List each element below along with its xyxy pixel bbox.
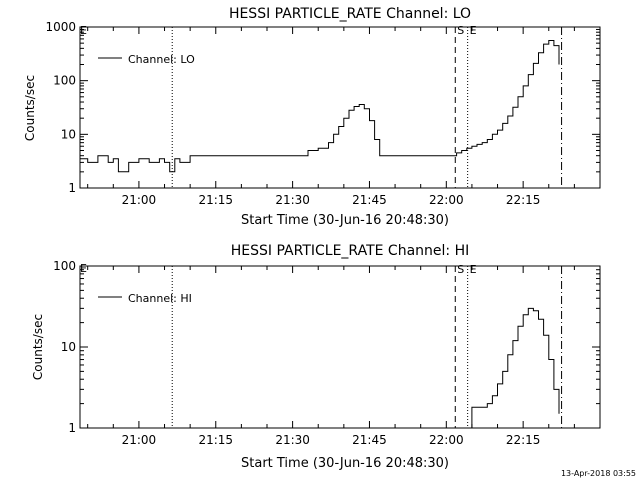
panel-lo-xtick-label: 22:00 <box>429 193 464 207</box>
panel-lo-series-line <box>80 40 560 173</box>
panel-hi-xtick-label: 21:45 <box>352 433 387 447</box>
panel-hi-corner-label: E <box>80 262 87 275</box>
panel-hi-xtick-label: 21:00 <box>122 433 157 447</box>
panel-hi-ytick-label: 10 <box>61 340 76 354</box>
footer-timestamp: 13-Apr-2018 03:55 <box>561 469 636 478</box>
panel-lo-xtick-label: 22:15 <box>506 193 541 207</box>
panel-lo-frame <box>79 26 601 189</box>
panel-hi-marker-label: E <box>470 263 477 276</box>
panel-hi-xtick-label: 21:30 <box>275 433 310 447</box>
panel-hi-ylabel: Counts/sec <box>31 314 45 380</box>
panel-lo-ytick-label: 10 <box>61 127 76 141</box>
panel-lo-title: HESSI PARTICLE_RATE Channel: LO <box>229 6 471 22</box>
panel-lo-xtick-label: 21:30 <box>275 193 310 207</box>
panel-hi-ytick-label: 1 <box>68 421 76 435</box>
panel-hi-xtick-label: 22:00 <box>429 433 464 447</box>
panel-hi-series-line <box>467 307 560 429</box>
panel-hi-ytick-label: 100 <box>53 259 76 273</box>
panel-hi-xtick-label: 22:15 <box>506 433 541 447</box>
panel-hi-xtick-label: 21:15 <box>198 433 233 447</box>
panel-hi-legend-label: Channel: HI <box>128 292 192 305</box>
panel-hi: HESSI PARTICLE_RATE Channel: HI Counts/s… <box>31 243 601 471</box>
panel-lo: HESSI PARTICLE_RATE Channel: LO Counts/s… <box>23 6 601 228</box>
panel-hi-frame <box>79 265 601 429</box>
panel-hi-marker-label: S <box>457 263 464 276</box>
panel-lo-marker-label: S <box>457 24 464 37</box>
panel-lo-xtick-label: 21:15 <box>198 193 233 207</box>
panel-lo-ytick-label: 1 <box>68 181 76 195</box>
panel-hi-xlabel: Start Time (30-Jun-16 20:48:30) <box>241 456 449 471</box>
panel-hi-title: HESSI PARTICLE_RATE Channel: HI <box>231 243 469 259</box>
panel-lo-ytick-label: 100 <box>53 74 76 88</box>
panel-lo-corner-label: E <box>80 24 87 37</box>
panel-lo-xtick-label: 21:45 <box>352 193 387 207</box>
panel-lo-ylabel: Counts/sec <box>23 75 37 141</box>
panel-lo-marker-label: E <box>470 24 477 37</box>
panel-lo-ytick-label: 1000 <box>45 20 76 34</box>
panel-lo-xtick-label: 21:00 <box>122 193 157 207</box>
panel-lo-xlabel: Start Time (30-Jun-16 20:48:30) <box>241 213 449 228</box>
panel-lo-legend-label: Channel: LO <box>128 53 195 66</box>
